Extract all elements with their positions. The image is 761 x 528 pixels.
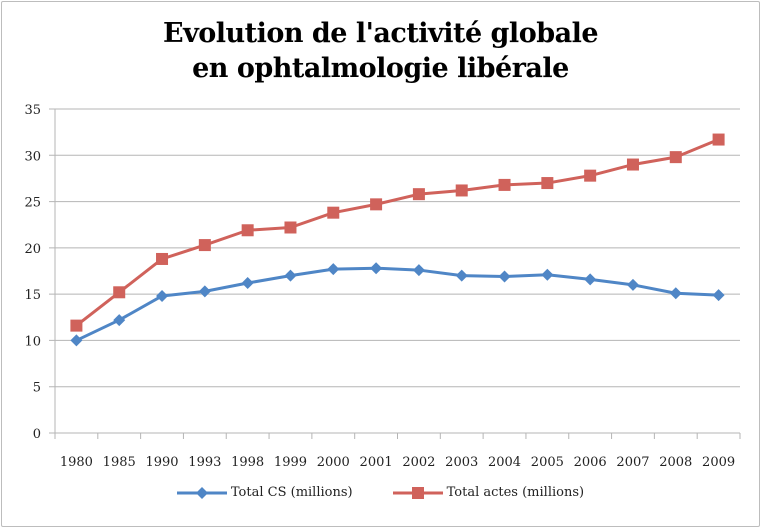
data-point-square: [712, 133, 725, 146]
diamond-marker-icon: [176, 486, 227, 499]
data-point-square: [241, 224, 254, 237]
data-point-square: [584, 169, 597, 182]
data-point-diamond: [113, 314, 126, 327]
x-tick-label: 2009: [702, 455, 735, 470]
x-tick-label: 2004: [488, 455, 521, 470]
x-tick-label: 2001: [360, 455, 393, 470]
chart-title-line-1: Evolution de l'activité globale: [162, 18, 599, 49]
x-tick-label: 2007: [616, 455, 649, 470]
legend: Total CS (millions) Total actes (million…: [0, 485, 761, 500]
data-point-diamond: [327, 263, 340, 276]
data-point-diamond: [669, 287, 682, 300]
data-point-square: [284, 221, 297, 234]
x-tick-label: 2003: [445, 455, 478, 470]
data-point-diamond: [70, 334, 83, 347]
x-tick-label: 1999: [274, 455, 307, 470]
data-point-square: [113, 286, 126, 299]
y-tick-label: 35: [24, 103, 41, 118]
data-point-diamond: [412, 264, 425, 277]
data-point-square: [327, 206, 340, 219]
legend-item-total-actes: Total actes (millions): [392, 485, 585, 500]
data-point-diamond: [498, 270, 511, 283]
data-point-square: [498, 178, 511, 191]
data-point-diamond: [198, 285, 211, 298]
data-point-diamond: [370, 262, 383, 275]
square-marker-icon: [392, 486, 443, 499]
x-tick-label: 1990: [145, 455, 178, 470]
y-tick-label: 30: [24, 149, 41, 164]
x-tick-label: 2006: [574, 455, 607, 470]
data-point-diamond: [584, 273, 597, 286]
x-tick-label: 1985: [103, 455, 136, 470]
data-point-square: [198, 239, 211, 252]
y-tick-label: 10: [24, 334, 41, 349]
data-point-square: [156, 252, 169, 265]
data-point-square: [70, 319, 83, 332]
data-point-square: [669, 151, 682, 164]
data-point-diamond: [241, 277, 254, 290]
legend-label-total-actes: Total actes (millions): [446, 485, 585, 500]
data-point-square: [626, 158, 639, 171]
data-point-diamond: [156, 289, 169, 302]
data-point-square: [370, 198, 383, 211]
series-line-2: [75, 138, 720, 327]
chart-title: Evolution de l'activité globale en ophta…: [0, 16, 761, 86]
data-point-diamond: [455, 269, 468, 282]
x-tick-label: 2005: [531, 455, 564, 470]
y-tick-label: 15: [24, 288, 41, 303]
x-tick-label: 1993: [188, 455, 221, 470]
series-line-1: [75, 266, 719, 342]
y-tick-label: 5: [33, 381, 41, 396]
y-tick-label: 20: [24, 242, 41, 257]
y-tick-label: 0: [33, 427, 41, 442]
legend-label-total-cs: Total CS (millions): [230, 485, 353, 500]
x-tick-label: 1980: [60, 455, 93, 470]
chart-title-line-2: en ophtalmologie libérale: [192, 53, 569, 84]
y-tick-label: 25: [24, 196, 41, 211]
data-point-square: [541, 177, 554, 190]
data-point-diamond: [541, 268, 554, 281]
data-point-diamond: [284, 269, 297, 282]
data-point-square: [412, 188, 425, 201]
x-tick-label: 2008: [659, 455, 692, 470]
x-tick-label: 2002: [402, 455, 435, 470]
legend-item-total-cs: Total CS (millions): [176, 485, 353, 500]
data-point-square: [455, 184, 468, 197]
data-point-diamond: [712, 289, 725, 302]
x-tick-label: 1998: [231, 455, 264, 470]
data-point-diamond: [626, 278, 639, 291]
x-tick-label: 2000: [317, 455, 350, 470]
